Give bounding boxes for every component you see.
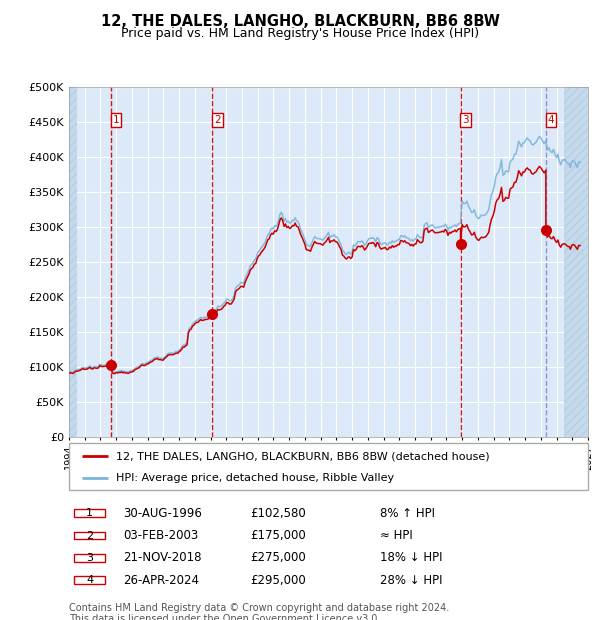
Text: 2: 2	[214, 115, 220, 125]
Text: £175,000: £175,000	[251, 529, 307, 542]
Text: £295,000: £295,000	[251, 574, 307, 587]
Text: £102,580: £102,580	[251, 507, 307, 520]
Text: 30-AUG-1996: 30-AUG-1996	[124, 507, 202, 520]
Text: 3: 3	[86, 553, 93, 563]
FancyBboxPatch shape	[74, 531, 105, 539]
Text: ≈ HPI: ≈ HPI	[380, 529, 413, 542]
Text: 18% ↓ HPI: 18% ↓ HPI	[380, 551, 443, 564]
Text: Contains HM Land Registry data © Crown copyright and database right 2024.
This d: Contains HM Land Registry data © Crown c…	[69, 603, 449, 620]
Text: 4: 4	[86, 575, 93, 585]
FancyBboxPatch shape	[74, 576, 105, 584]
Text: 2: 2	[86, 531, 93, 541]
Text: 4: 4	[548, 115, 554, 125]
Text: 8% ↑ HPI: 8% ↑ HPI	[380, 507, 436, 520]
Text: HPI: Average price, detached house, Ribble Valley: HPI: Average price, detached house, Ribb…	[116, 473, 394, 483]
Text: 28% ↓ HPI: 28% ↓ HPI	[380, 574, 443, 587]
Bar	[69, 87, 77, 437]
Text: 12, THE DALES, LANGHO, BLACKBURN, BB6 8BW (detached house): 12, THE DALES, LANGHO, BLACKBURN, BB6 8B…	[116, 451, 490, 461]
Text: 26-APR-2024: 26-APR-2024	[124, 574, 199, 587]
FancyBboxPatch shape	[69, 443, 588, 490]
FancyBboxPatch shape	[74, 554, 105, 562]
Text: 3: 3	[463, 115, 469, 125]
Text: 1: 1	[113, 115, 119, 125]
Text: 03-FEB-2003: 03-FEB-2003	[124, 529, 199, 542]
Text: 1: 1	[86, 508, 93, 518]
Text: 12, THE DALES, LANGHO, BLACKBURN, BB6 8BW: 12, THE DALES, LANGHO, BLACKBURN, BB6 8B…	[101, 14, 499, 29]
Text: Price paid vs. HM Land Registry's House Price Index (HPI): Price paid vs. HM Land Registry's House …	[121, 27, 479, 40]
Text: 21-NOV-2018: 21-NOV-2018	[124, 551, 202, 564]
FancyBboxPatch shape	[74, 509, 105, 517]
Text: £275,000: £275,000	[251, 551, 307, 564]
Bar	[565, 87, 596, 437]
